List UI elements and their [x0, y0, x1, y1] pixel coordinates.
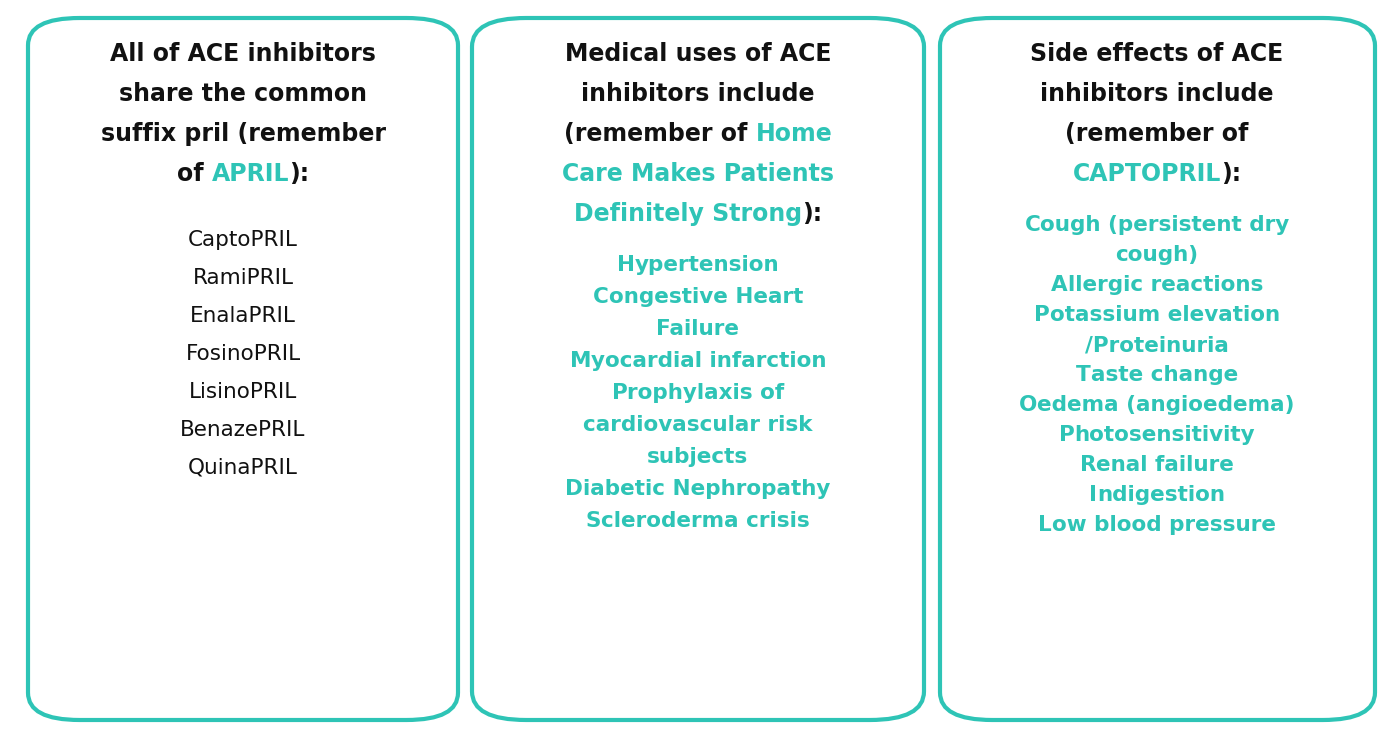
Text: edema (angioedema): edema (angioedema)	[1037, 395, 1295, 415]
FancyBboxPatch shape	[28, 18, 458, 720]
Text: cough): cough)	[1115, 245, 1199, 265]
Text: M: M	[570, 351, 591, 371]
Text: I: I	[1089, 485, 1097, 505]
Text: R: R	[1081, 455, 1096, 475]
Text: Failure: Failure	[656, 319, 740, 339]
Text: ):: ):	[801, 202, 822, 226]
Text: RamiPRIL: RamiPRIL	[193, 268, 293, 288]
Text: Medical uses of ACE: Medical uses of ACE	[565, 42, 831, 66]
Text: /Proteinuria: /Proteinuria	[1085, 335, 1228, 355]
Text: APRIL: APRIL	[212, 162, 289, 186]
Text: Definitely Strong: Definitely Strong	[574, 202, 801, 226]
Text: P: P	[1058, 425, 1075, 445]
Text: QuinaPRIL: QuinaPRIL	[188, 458, 297, 478]
Text: (remember of: (remember of	[564, 122, 755, 146]
Text: hotosensitivity: hotosensitivity	[1075, 425, 1255, 445]
Text: H: H	[617, 255, 635, 275]
Text: iabetic Nephropathy: iabetic Nephropathy	[584, 479, 831, 499]
Text: ongestive Heart: ongestive Heart	[609, 287, 803, 307]
Text: aste change: aste change	[1090, 365, 1238, 385]
Text: enal failure: enal failure	[1096, 455, 1234, 475]
FancyBboxPatch shape	[472, 18, 924, 720]
Text: inhibitors include: inhibitors include	[581, 82, 815, 106]
Text: otassium elevation: otassium elevation	[1050, 305, 1280, 325]
Text: subjects: subjects	[648, 447, 748, 467]
Text: P: P	[1034, 305, 1050, 325]
Text: EnalaPRIL: EnalaPRIL	[190, 306, 296, 326]
Text: All of ACE inhibitors: All of ACE inhibitors	[110, 42, 376, 66]
Text: share the common: share the common	[119, 82, 367, 106]
Text: CaptoPRIL: CaptoPRIL	[188, 230, 297, 250]
Text: ypertension: ypertension	[635, 255, 779, 275]
Text: FosinoPRIL: FosinoPRIL	[186, 344, 300, 364]
Text: Side effects of ACE: Side effects of ACE	[1030, 42, 1284, 66]
Text: Home: Home	[755, 122, 832, 146]
Text: ):: ):	[289, 162, 310, 186]
Text: cleroderma crisis: cleroderma crisis	[602, 511, 810, 531]
Text: C: C	[1025, 215, 1040, 235]
Text: ndigestion: ndigestion	[1097, 485, 1226, 505]
Text: D: D	[565, 479, 584, 499]
Text: LisinoPRIL: LisinoPRIL	[188, 382, 297, 402]
Text: yocardial infarction: yocardial infarction	[591, 351, 826, 371]
Text: Care Makes Patients: Care Makes Patients	[563, 162, 833, 186]
Text: S: S	[586, 511, 602, 531]
Text: ow blood pressure: ow blood pressure	[1051, 515, 1276, 535]
Text: cardiovascular risk: cardiovascular risk	[584, 415, 812, 435]
Text: O: O	[1019, 395, 1037, 415]
Text: ough (persistent dry: ough (persistent dry	[1040, 215, 1290, 235]
Text: ):: ):	[1222, 162, 1241, 186]
Text: rophylaxis of: rophylaxis of	[627, 383, 785, 403]
Text: of: of	[177, 162, 212, 186]
Text: suffix pril (remember: suffix pril (remember	[101, 122, 385, 146]
Text: inhibitors include: inhibitors include	[1040, 82, 1273, 106]
Text: L: L	[1039, 515, 1051, 535]
Text: (remember of: (remember of	[1065, 122, 1248, 146]
Text: A: A	[1051, 275, 1068, 295]
FancyBboxPatch shape	[940, 18, 1375, 720]
Text: C: C	[593, 287, 609, 307]
Text: llergic reactions: llergic reactions	[1068, 275, 1263, 295]
Text: CAPTOPRIL: CAPTOPRIL	[1072, 162, 1222, 186]
Text: T: T	[1076, 365, 1090, 385]
Text: P: P	[611, 383, 627, 403]
Text: BenazePRIL: BenazePRIL	[180, 420, 306, 440]
